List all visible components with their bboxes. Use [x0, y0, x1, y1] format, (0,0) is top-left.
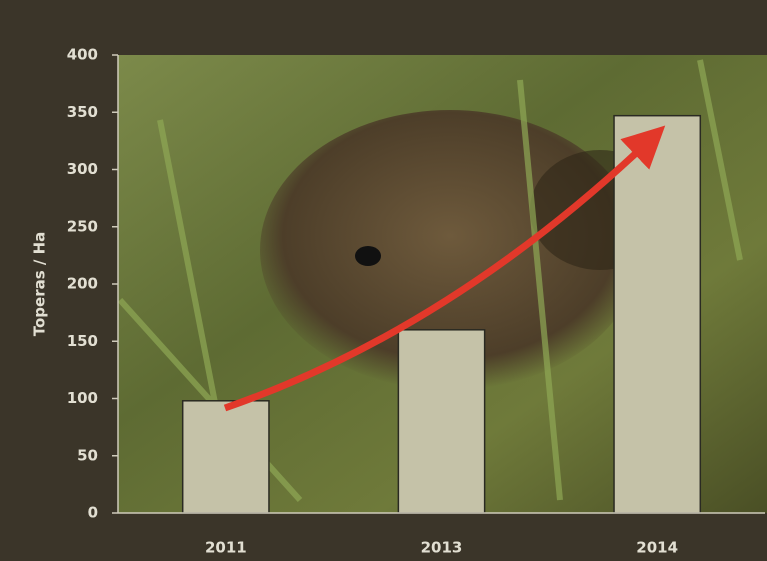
y-tick-label: 300: [67, 160, 98, 178]
x-tick-label: 2011: [205, 539, 247, 557]
y-tick-label: 100: [67, 389, 98, 407]
y-tick-label: 400: [67, 46, 98, 64]
y-tick-label: 250: [67, 217, 98, 235]
y-tick-label: 350: [67, 103, 98, 121]
x-tick-label: 2013: [421, 539, 463, 557]
y-axis-label: Toperas / Ha: [31, 232, 49, 337]
trend-arrow: [223, 125, 666, 412]
bar: [397, 329, 486, 514]
x-tick-label: 2014: [636, 539, 678, 557]
y-tick-label: 50: [77, 446, 98, 464]
bar: [181, 400, 270, 514]
bar: [613, 114, 702, 514]
y-tick-label: 0: [88, 504, 98, 522]
y-tick-label: 200: [67, 275, 98, 293]
y-tick-label: 150: [67, 332, 98, 350]
